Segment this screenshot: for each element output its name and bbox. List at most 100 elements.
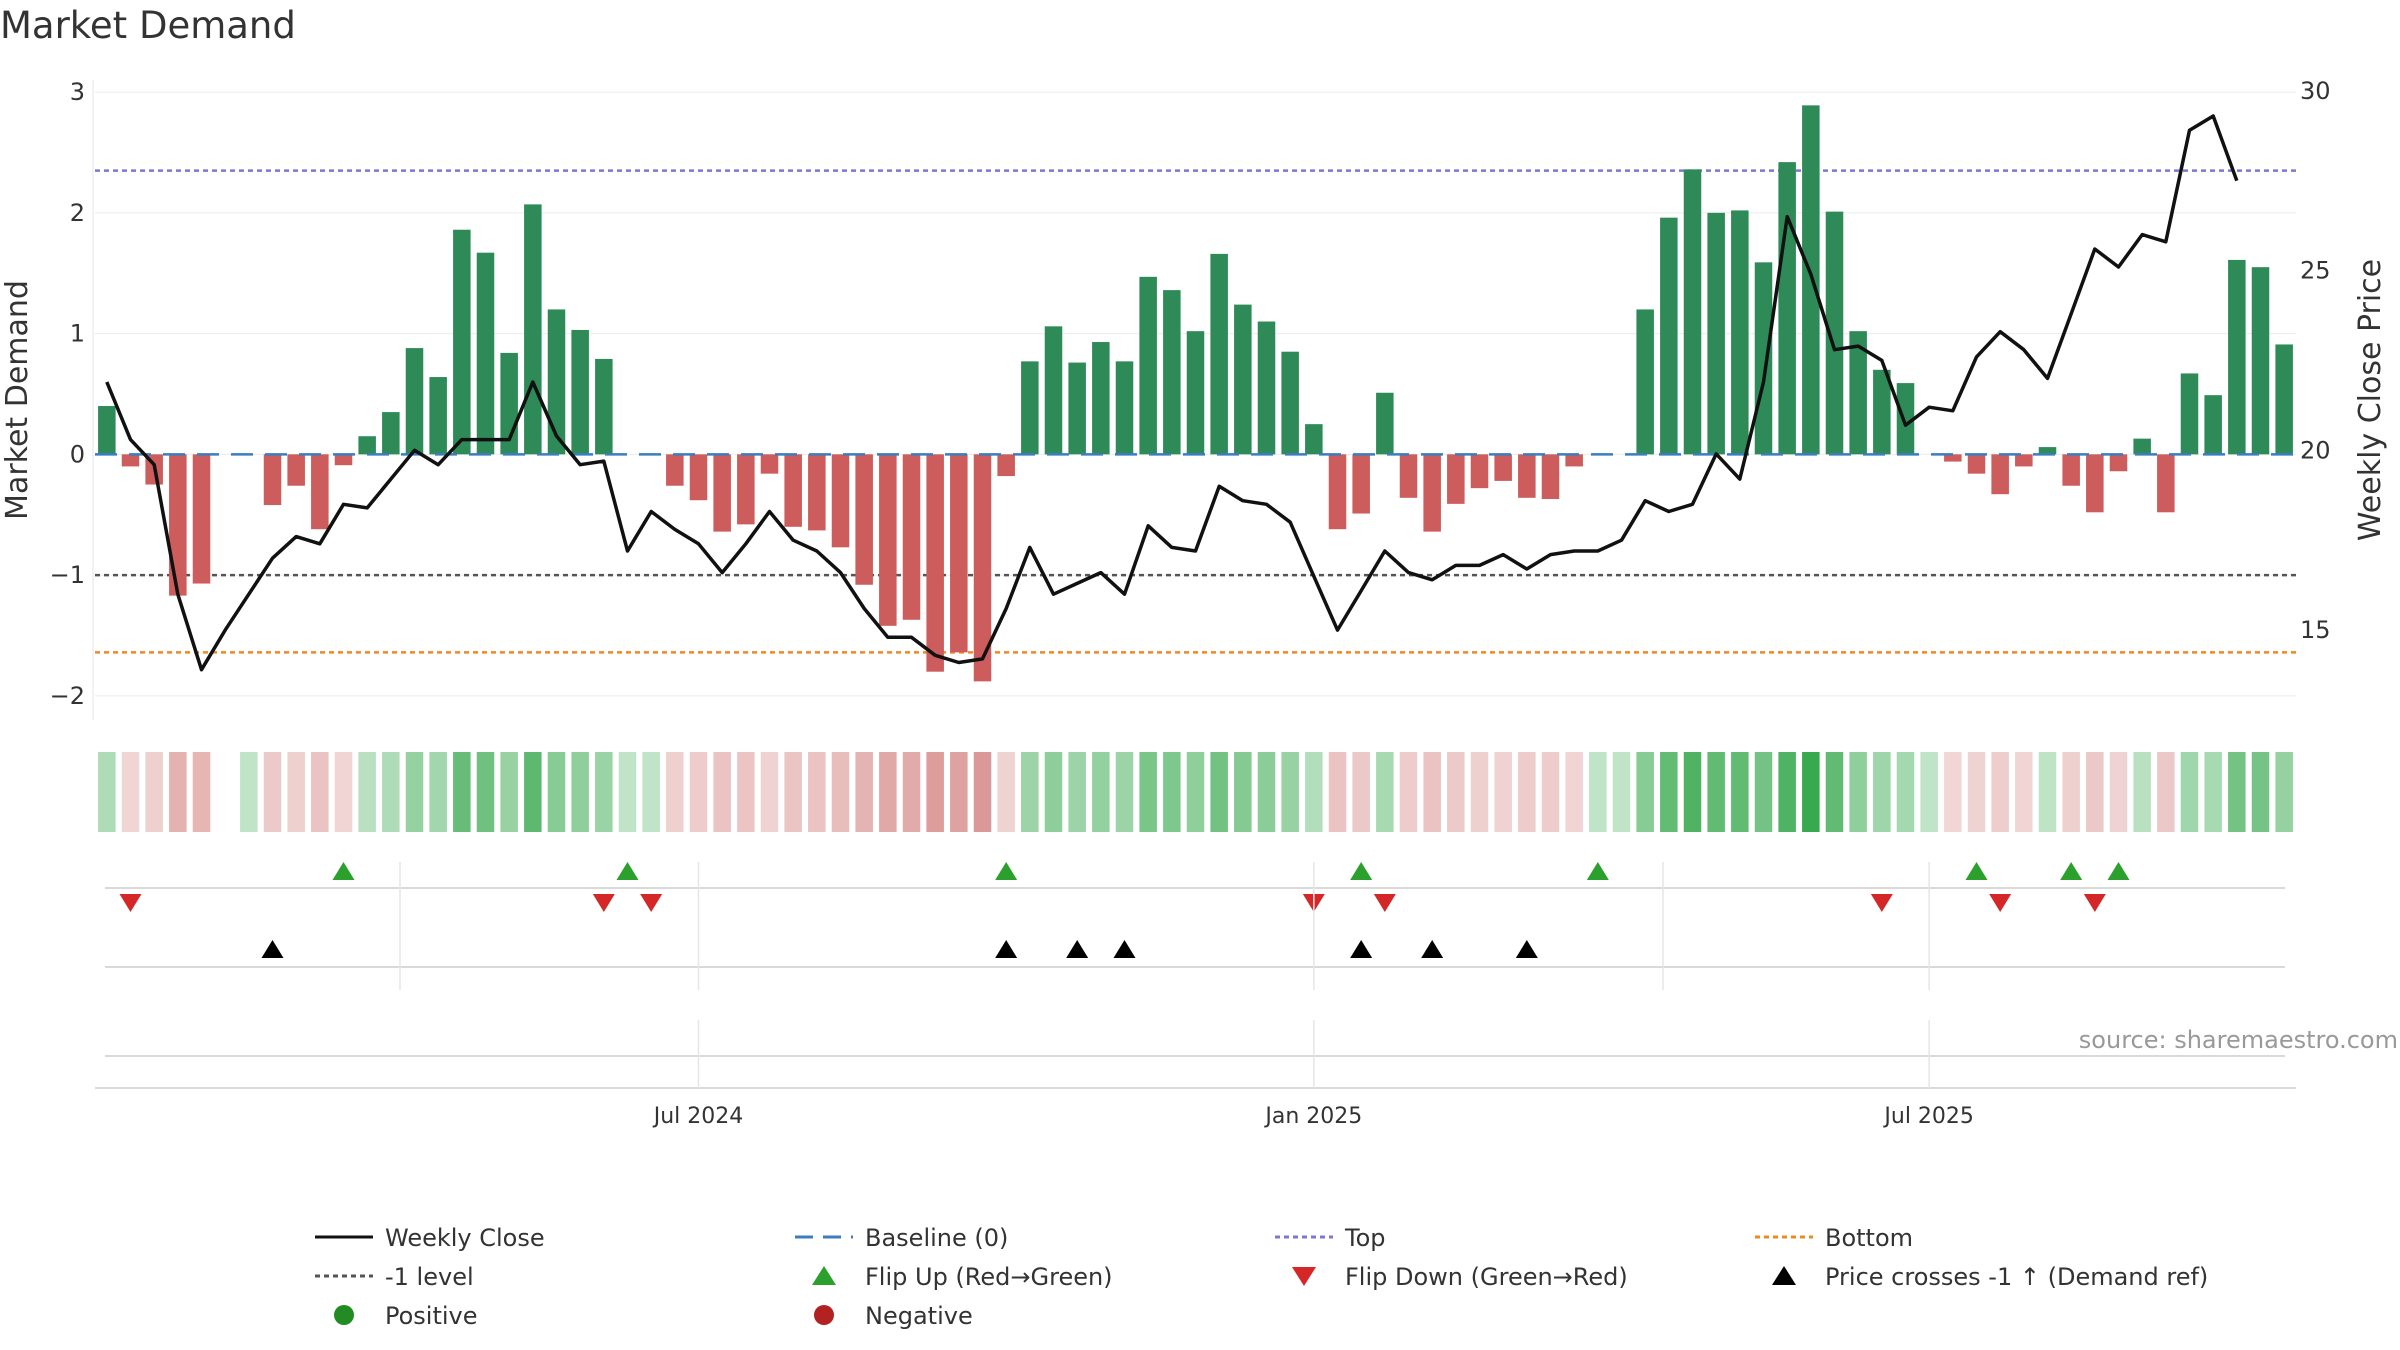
flip-up-marker: [1350, 862, 1373, 880]
demand-bar-positive: [1731, 210, 1749, 455]
heat-cell: [902, 752, 921, 832]
demand-bar-positive: [1778, 162, 1796, 455]
flip-up-marker: [1965, 862, 1988, 880]
demand-bar-positive: [2133, 438, 2151, 455]
heat-cell: [1920, 752, 1938, 832]
heat-cell: [1163, 752, 1181, 832]
legend-symbol: [1772, 1266, 1796, 1285]
demand-bar-negative: [689, 454, 708, 501]
demand-bar-positive: [2275, 344, 2293, 455]
heat-cell: [1021, 752, 1039, 832]
demand-bar-negative: [1399, 454, 1418, 498]
demand-bar-positive: [1707, 212, 1725, 455]
demand-bars: [95, 105, 2296, 682]
demand-bar-negative: [1541, 454, 1560, 500]
price-cross-marker: [1421, 940, 1444, 958]
demand-bar-negative: [926, 454, 944, 672]
flip-down-marker: [2083, 894, 2106, 912]
demand-bar-positive: [1068, 362, 1086, 455]
demand-bar-negative: [2086, 454, 2104, 513]
demand-bar-negative: [808, 454, 826, 531]
event-markers: [105, 862, 2285, 968]
heat-cell: [358, 752, 376, 832]
demand-bar-negative: [1991, 454, 2009, 495]
demand-bar-negative: [311, 454, 329, 530]
heat-cell: [1376, 752, 1394, 832]
price-cross-marker: [1066, 940, 1089, 958]
demand-bar-negative: [192, 454, 211, 584]
legend-symbol: [814, 1305, 834, 1325]
heat-cell: [1991, 752, 2009, 832]
demand-bar-positive: [2038, 447, 2057, 455]
heat-cell: [121, 752, 140, 832]
heat-cell: [1305, 752, 1323, 832]
demand-bar-negative: [2015, 454, 2033, 467]
heat-cell: [784, 752, 802, 832]
heat-cell: [1399, 752, 1418, 832]
heat-cell: [666, 752, 684, 832]
date-tick-label: Jul 2024: [652, 1104, 744, 1129]
demand-bar-negative: [2157, 454, 2175, 513]
heat-cell: [879, 752, 897, 832]
price-cross-marker: [1350, 940, 1373, 958]
heat-cell: [240, 752, 258, 832]
heat-cell: [1541, 752, 1560, 832]
demand-bar-negative: [334, 454, 353, 466]
demand-bar-positive: [1896, 383, 1915, 455]
heat-cell: [1068, 752, 1086, 832]
heat-cell: [1328, 752, 1347, 832]
demand-bar-positive: [1210, 253, 1228, 455]
right-tick-label: 20: [2300, 436, 2331, 464]
demand-bar-positive: [595, 358, 613, 455]
source-label: source: sharemaestro.com: [2079, 1026, 2398, 1054]
demand-bar-positive: [1092, 342, 1110, 455]
demand-bar-positive: [1305, 424, 1323, 455]
demand-bar-positive: [2180, 373, 2199, 455]
heat-strip: [98, 752, 2293, 832]
demand-bar-negative: [879, 454, 897, 626]
heat-cell: [405, 752, 424, 832]
date-tick-label: Jul 2025: [1882, 1104, 1974, 1129]
heat-cell: [311, 752, 329, 832]
flip-up-marker: [1586, 862, 1609, 880]
heat-cell: [1683, 752, 1702, 832]
heat-cell: [571, 752, 589, 832]
heat-cell: [192, 752, 211, 832]
heat-cell: [287, 752, 305, 832]
heat-cell: [737, 752, 755, 832]
heat-cell: [1352, 752, 1370, 832]
demand-bar-positive: [1115, 361, 1134, 455]
demand-bar-positive: [453, 229, 471, 455]
demand-bar-positive: [382, 412, 400, 455]
demand-bar-positive: [547, 309, 566, 455]
demand-bar-negative: [1447, 454, 1465, 504]
legend-symbol: [812, 1266, 836, 1285]
heat-cell: [618, 752, 637, 832]
demand-bar-positive: [524, 204, 542, 455]
heat-cell: [453, 752, 471, 832]
demand-bar-positive: [1849, 331, 1867, 455]
demand-bar-negative: [902, 454, 921, 620]
demand-bar-positive: [1021, 361, 1039, 455]
heat-cell: [2251, 752, 2270, 832]
heat-cell: [500, 752, 518, 832]
demand-bar-negative: [2062, 454, 2080, 486]
heat-cell: [831, 752, 850, 832]
legend-label: -1 level: [385, 1263, 474, 1291]
demand-bar-positive: [1660, 217, 1678, 455]
flip-down-marker: [1373, 894, 1396, 912]
flip-down-marker: [592, 894, 615, 912]
price-cross-marker: [1515, 940, 1538, 958]
heat-cell: [1234, 752, 1252, 832]
demand-bar-positive: [2251, 267, 2270, 455]
heat-cell: [1731, 752, 1749, 832]
left-tick-label: 0: [70, 440, 85, 468]
demand-bar-positive: [1281, 351, 1299, 455]
heat-cell: [1494, 752, 1512, 832]
demand-bar-negative: [1565, 454, 1583, 467]
demand-bar-negative: [1328, 454, 1347, 530]
legend-symbol: [1292, 1267, 1316, 1286]
legend: Weekly Close Baseline (0) Top Bottom -1 leve…: [315, 1224, 2208, 1330]
heat-cell: [950, 752, 968, 832]
heat-cell: [1281, 752, 1299, 832]
